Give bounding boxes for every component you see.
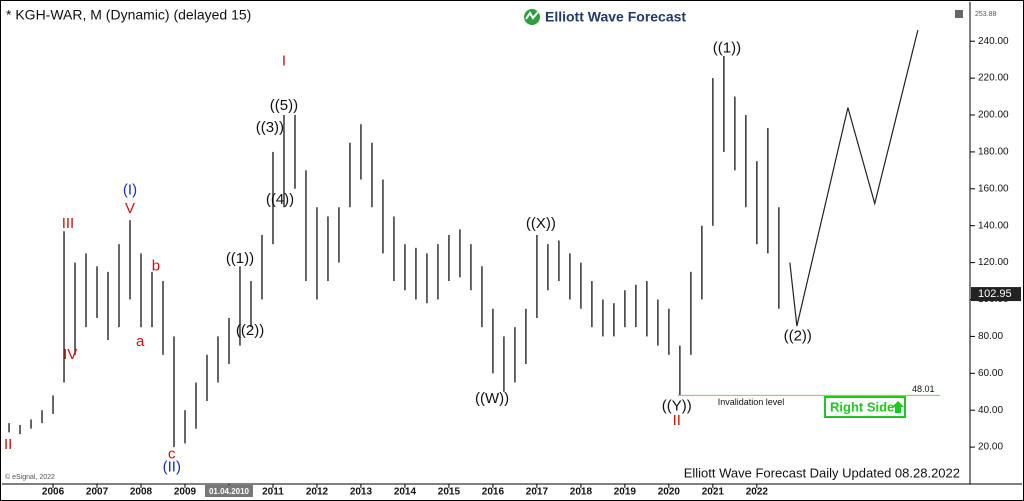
x-tick-label: 2014 — [394, 487, 417, 498]
y-tick-label: 20.00 — [978, 442, 1003, 453]
y-tick-label: 220.00 — [978, 73, 1009, 84]
x-tick-label: 2015 — [438, 487, 461, 498]
wave-label: ((4)) — [266, 191, 294, 208]
wave-label: II — [673, 412, 681, 429]
button-text: Right Side — [830, 399, 894, 414]
wave-label: ((1)) — [226, 250, 254, 267]
x-tick-label: 2009 — [174, 487, 197, 498]
date-box — [204, 485, 253, 497]
y-tick-label: 240.00 — [978, 36, 1009, 47]
button-arrow — [892, 401, 904, 413]
wave-label: ((5)) — [270, 97, 298, 114]
wave-label: (I) — [123, 182, 137, 199]
projection-path — [789, 29, 919, 327]
brand-logo: Elliott Wave Forecast — [524, 9, 686, 25]
x-tick-label: 2020 — [658, 487, 681, 498]
wave-label: a — [136, 333, 145, 350]
top-value: 253.88 — [975, 11, 997, 18]
y-tick-label: 60.00 — [978, 368, 1003, 379]
settings-icon — [955, 10, 963, 18]
x-tick-label: 2021 — [702, 487, 725, 498]
copyright: © eSignal, 2022 — [5, 473, 55, 481]
invalidation-label: Invalidation level — [718, 397, 785, 407]
y-tick-label: 120.00 — [978, 257, 1009, 268]
brand-name: Elliott Wave Forecast — [545, 9, 686, 25]
logo-wave — [525, 11, 539, 20]
x-tick-label: 2011 — [262, 487, 284, 498]
footer: Elliott Wave Forecast Daily Updated 08.2… — [684, 465, 960, 480]
x-tick-label: 2012 — [306, 487, 329, 498]
x-tick-label: 2016 — [482, 487, 505, 498]
y-tick-label: 200.00 — [978, 110, 1009, 121]
x-tick-label: 2013 — [350, 487, 373, 498]
x-tick-label: 01.04.2010 — [209, 487, 250, 496]
button-box — [824, 396, 906, 418]
right-side-button: Right Side — [824, 396, 906, 418]
x-tick-label: 2017 — [526, 487, 549, 498]
wave-label: ((2)) — [784, 327, 812, 344]
y-tick-label: 80.00 — [978, 331, 1003, 342]
last-price-box — [971, 287, 1021, 302]
x-tick-label: 2007 — [86, 487, 109, 498]
y-tick-label: 180.00 — [978, 147, 1009, 158]
wave-label: (II) — [163, 458, 181, 475]
x-tick-label: 2008 — [130, 487, 153, 498]
wave-label: ((2)) — [236, 322, 264, 339]
chart-title: * KGH-WAR, M (Dynamic) (delayed 15) — [6, 7, 251, 23]
x-tick-label: 2019 — [614, 487, 637, 498]
wave-label: IV — [63, 346, 77, 363]
wave-label: b — [152, 257, 160, 274]
wave-label: ((X)) — [526, 215, 556, 232]
last-price-label: 102.95 — [978, 288, 1012, 300]
invalidation-value: 48.01 — [912, 384, 935, 394]
wave-label: ((1)) — [713, 40, 741, 57]
x-tick-label: 2006 — [42, 487, 65, 498]
wave-label: c — [168, 445, 176, 462]
wave-label: I — [282, 52, 286, 69]
y-tick-label: 40.00 — [978, 405, 1003, 416]
wave-label: III — [62, 215, 75, 232]
x-tick-label: 2022 — [746, 487, 769, 498]
wave-label: ((Y)) — [662, 397, 692, 414]
wave-label: ((W)) — [475, 390, 509, 407]
wave-label: V — [125, 200, 135, 217]
y-tick-label: 160.00 — [978, 183, 1009, 194]
y-tick-label: 140.00 — [978, 220, 1009, 231]
x-tick-label: 2018 — [570, 487, 593, 498]
wave-label: II — [4, 436, 12, 453]
wave-label: ((3)) — [256, 119, 284, 136]
